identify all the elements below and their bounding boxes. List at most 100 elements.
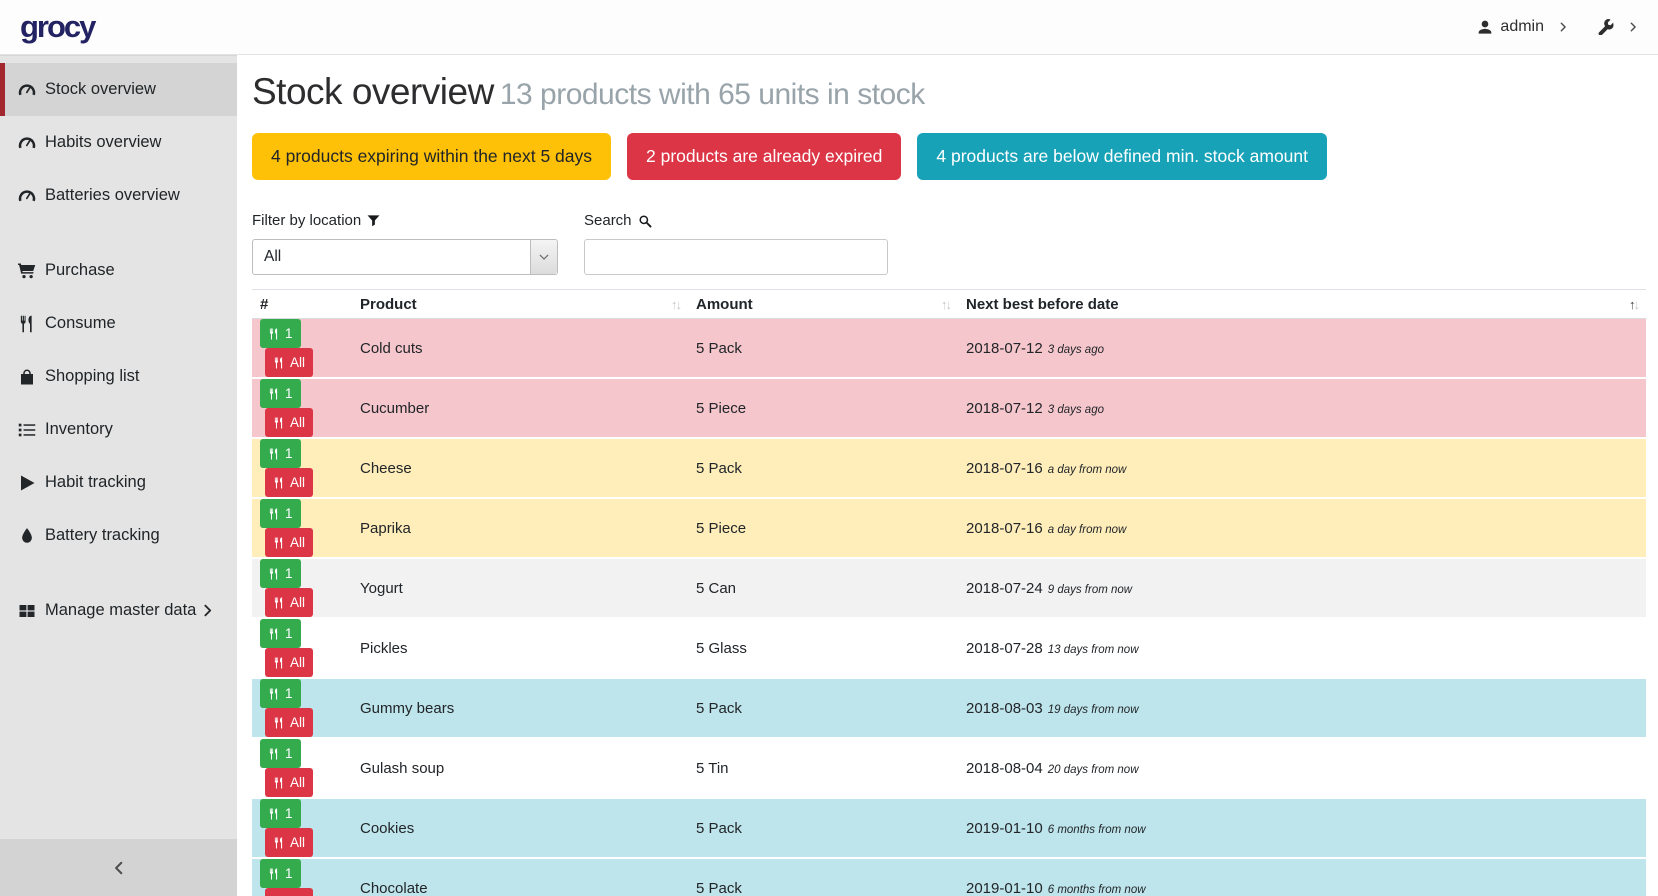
sidebar-item-label: Habit tracking <box>45 473 146 491</box>
button-label: 1 <box>285 746 293 761</box>
stock-table: # Product ↑↓ Amount ↑↓ Next best before date ↑… <box>252 289 1646 896</box>
consume-all-button[interactable]: All <box>265 588 314 617</box>
column-header-next-best-before-date[interactable]: Next best before date ↑↓ <box>958 289 1646 319</box>
column-header-label: Product <box>360 295 417 313</box>
consume-all-button[interactable]: All <box>265 528 314 557</box>
date-value: 2018-07-28 <box>966 639 1043 657</box>
settings-menu[interactable] <box>1598 19 1614 35</box>
alert-badge[interactable]: 4 products are below defined min. stock … <box>917 133 1327 180</box>
sidebar-item-manage-master-data[interactable]: Manage master data <box>0 584 237 637</box>
table-row: 1 All Pickles 5 Glass 2018-07-28 13 days from… <box>252 618 1646 678</box>
utensils-icon <box>268 688 280 700</box>
sidebar-item-label: Inventory <box>45 420 113 438</box>
utensils-icon <box>273 477 285 489</box>
location-filter-select[interactable]: All <box>252 239 558 275</box>
consume-all-button[interactable]: All <box>265 828 314 857</box>
consume-all-button[interactable]: All <box>265 348 314 377</box>
cart-icon <box>18 262 36 280</box>
top-bar-right: admin <box>1477 18 1638 36</box>
alert-badge[interactable]: 4 products expiring within the next 5 da… <box>252 133 612 180</box>
product-cell: Cold cuts <box>360 339 423 357</box>
consume-one-button[interactable]: 1 <box>260 679 301 708</box>
utensils-icon <box>268 328 280 340</box>
table-row: 1 All Yogurt 5 Can 2018-07-24 9 days from now <box>252 558 1646 618</box>
utensils-icon <box>273 837 285 849</box>
consume-one-button[interactable]: 1 <box>260 319 301 348</box>
chevron-right-icon[interactable] <box>1558 22 1568 32</box>
column-header-amount[interactable]: Amount ↑↓ <box>688 289 958 319</box>
consume-one-button[interactable]: 1 <box>260 439 301 468</box>
consume-one-button[interactable]: 1 <box>260 379 301 408</box>
consume-all-button[interactable]: All <box>265 408 314 437</box>
consume-one-button[interactable]: 1 <box>260 619 301 648</box>
sidebar-item-consume[interactable]: Consume <box>0 297 237 350</box>
consume-one-button[interactable]: 1 <box>260 859 301 888</box>
sidebar-item-stock-overview[interactable]: Stock overview <box>0 63 237 116</box>
table-row: 1 All Cold cuts 5 Pack 2018-07-12 3 days ago <box>252 318 1646 379</box>
consume-one-button[interactable]: 1 <box>260 739 301 768</box>
sidebar-collapse-button[interactable] <box>0 839 237 896</box>
date-value: 2018-07-16 <box>966 519 1043 537</box>
product-cell: Chocolate <box>360 879 428 896</box>
search-input[interactable] <box>584 239 888 275</box>
product-cell: Paprika <box>360 519 411 537</box>
row-actions-cell: 1 All <box>252 438 352 498</box>
button-label: All <box>290 475 306 490</box>
chevron-right-icon[interactable] <box>1628 22 1638 32</box>
button-label: 1 <box>285 806 293 821</box>
button-label: All <box>290 415 306 430</box>
sidebar-item-purchase[interactable]: Purchase <box>0 244 237 297</box>
button-label: All <box>290 355 306 370</box>
consume-all-button[interactable]: All <box>265 768 314 797</box>
date-cell: 2018-07-24 9 days from now <box>958 558 1646 618</box>
page-subtitle: 13 products with 65 units in stock <box>499 78 925 111</box>
consume-all-button[interactable]: All <box>265 468 314 497</box>
sidebar-item-label: Stock overview <box>45 80 156 98</box>
button-label: 1 <box>285 626 293 641</box>
sidebar: Stock overview Habits overview Batteries o… <box>0 55 237 896</box>
consume-one-button[interactable]: 1 <box>260 559 301 588</box>
row-actions-cell: 1 All <box>252 498 352 558</box>
utensils-icon <box>268 628 280 640</box>
consume-all-button[interactable]: All <box>265 708 314 737</box>
search-icon <box>638 214 652 228</box>
utensils-icon <box>268 748 280 760</box>
table-row: 1 All Gummy bears 5 Pack 2018-08-03 19 days f… <box>252 678 1646 738</box>
sidebar-item-habit-tracking[interactable]: Habit tracking <box>0 456 237 509</box>
column-header-[interactable]: # <box>252 289 352 319</box>
amount-cell: 5 Pack <box>696 699 742 717</box>
date-cell: 2018-07-16 a day from now <box>958 438 1646 498</box>
consume-all-button[interactable]: All <box>265 888 314 896</box>
sidebar-item-label: Batteries overview <box>45 186 180 204</box>
sidebar-item-shopping-list[interactable]: Shopping list <box>0 350 237 403</box>
select-dropdown-button[interactable] <box>530 240 557 274</box>
app-logo[interactable]: grocy <box>20 9 96 44</box>
amount-cell: 5 Pack <box>696 339 742 357</box>
alert-badge[interactable]: 2 products are already expired <box>627 133 902 180</box>
amount-cell: 5 Glass <box>696 639 747 657</box>
date-cell: 2018-08-04 20 days from now <box>958 738 1646 798</box>
date-cell: 2018-07-28 13 days from now <box>958 618 1646 678</box>
tachometer-icon <box>18 81 36 99</box>
sidebar-item-inventory[interactable]: Inventory <box>0 403 237 456</box>
sidebar-item-battery-tracking[interactable]: Battery tracking <box>0 509 237 562</box>
play-icon <box>18 474 36 492</box>
sidebar-item-batteries-overview[interactable]: Batteries overview <box>0 169 237 222</box>
column-header-product[interactable]: Product ↑↓ <box>352 289 688 319</box>
location-filter-control: Filter by location All <box>252 212 558 275</box>
consume-one-button[interactable]: 1 <box>260 499 301 528</box>
date-relative: a day from now <box>1047 463 1127 476</box>
sidebar-item-habits-overview[interactable]: Habits overview <box>0 116 237 169</box>
row-actions-cell: 1 All <box>252 618 352 678</box>
utensils-icon <box>273 417 285 429</box>
utensils-icon <box>273 717 285 729</box>
date-value: 2019-01-10 <box>966 819 1043 837</box>
row-actions-cell: 1 All <box>252 319 352 379</box>
search-label-text: Search <box>584 212 632 229</box>
consume-all-button[interactable]: All <box>265 648 314 677</box>
user-menu[interactable]: admin <box>1477 18 1544 36</box>
page-heading: Stock overview 13 products with 65 units … <box>252 71 1646 113</box>
consume-one-button[interactable]: 1 <box>260 799 301 828</box>
filter-label-text: Filter by location <box>252 212 362 229</box>
